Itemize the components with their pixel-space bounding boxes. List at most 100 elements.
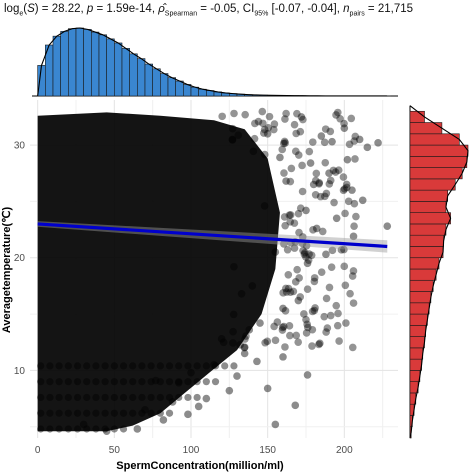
- scatter-point: [342, 319, 350, 327]
- right-histogram-bar: [409, 325, 426, 337]
- scatter-point: [287, 164, 296, 173]
- dense-point-cloud: [37, 112, 280, 433]
- scatter-point: [295, 228, 303, 237]
- scatter-point: [284, 270, 293, 279]
- scatter-point: [64, 425, 72, 433]
- scatter-point: [258, 107, 267, 116]
- top-histogram-bar: [183, 84, 192, 97]
- right-histogram-bar: [409, 257, 440, 270]
- scatter-point: [355, 135, 364, 144]
- scatter-point: [281, 307, 290, 315]
- scatter-point: [281, 115, 289, 123]
- scatter-point: [101, 409, 109, 417]
- top-histogram-bar: [91, 31, 100, 97]
- scatter-point: [46, 409, 54, 417]
- scatter-point: [340, 262, 349, 271]
- scatter-point: [240, 349, 249, 358]
- scatter-point: [119, 362, 128, 370]
- scatter-point: [294, 338, 302, 346]
- scatter-point: [187, 368, 195, 377]
- scatter-point: [350, 137, 359, 145]
- scatter-point: [325, 169, 333, 178]
- scatter-point: [83, 393, 91, 402]
- scatter-point: [336, 114, 344, 123]
- scatter-point: [292, 331, 301, 340]
- scatter-point: [156, 378, 164, 386]
- scatter-point: [64, 393, 72, 402]
- scatter-point: [225, 386, 234, 395]
- scatter-point: [92, 425, 100, 433]
- scatter-point: [302, 253, 310, 261]
- right-histogram-bar: [409, 234, 444, 247]
- scatter-point: [129, 362, 137, 370]
- scatter-point: [312, 169, 321, 178]
- scatter-point: [326, 127, 335, 136]
- scatter-point: [218, 112, 226, 121]
- scatter-point: [285, 211, 294, 219]
- scatter-point: [307, 251, 316, 260]
- scatter-point: [245, 326, 254, 334]
- scatter-point: [349, 299, 358, 307]
- scatter-point: [286, 288, 295, 297]
- scatter-point: [291, 147, 300, 156]
- scatter-point: [92, 378, 100, 386]
- scatter-point: [296, 204, 305, 213]
- y-tick-label: 30: [14, 141, 26, 152]
- scatter-point: [270, 322, 278, 331]
- scatter-point: [294, 151, 303, 159]
- p-value: 1.59e-14: [106, 3, 152, 15]
- scatter-point: [119, 409, 128, 417]
- scatter-point: [202, 378, 210, 386]
- scatter-point: [317, 268, 326, 276]
- scatter-point: [260, 150, 269, 159]
- regression-line: [37, 222, 388, 249]
- scatter-point: [280, 213, 289, 221]
- scatter-point: [348, 272, 357, 280]
- scatter-point: [230, 262, 238, 271]
- scatter-point: [322, 328, 330, 336]
- scatter-point: [219, 338, 228, 347]
- scatter-point: [110, 393, 118, 402]
- scatter-point: [293, 265, 301, 274]
- rho-value: -0.05: [210, 3, 237, 15]
- scatter-point: [261, 338, 269, 347]
- scatter-point: [383, 222, 392, 230]
- scatter-point: [55, 425, 63, 433]
- scatter-point: [286, 211, 295, 219]
- scatter-point: [92, 393, 100, 402]
- scatter-point: [326, 311, 335, 320]
- scatter-point: [341, 281, 350, 290]
- scatter-point: [260, 202, 269, 210]
- scatter-point: [229, 327, 237, 336]
- scatter-point: [294, 209, 303, 218]
- scatter-point: [55, 409, 63, 417]
- scatter-point: [339, 186, 348, 195]
- right-histogram-bar: [409, 167, 463, 180]
- top-histogram-bar: [175, 80, 184, 97]
- scatter-point: [193, 362, 201, 370]
- scatter-point: [315, 178, 324, 187]
- scatter-point: [340, 124, 349, 132]
- scatter-point: [310, 277, 319, 286]
- statistics-subtitle: loge(S) = 28.22, p = 1.59e-14, ρ̂Spearma…: [4, 3, 414, 18]
- scatter-point: [286, 218, 295, 226]
- scatter-point: [310, 306, 319, 315]
- scatter-point: [350, 222, 358, 230]
- scatter-point: [92, 409, 100, 417]
- scatter-point: [352, 212, 360, 221]
- scatter-point: [298, 187, 307, 196]
- scatter-point: [329, 166, 338, 175]
- scatter-point: [341, 209, 349, 218]
- regression-line-group: [37, 221, 388, 253]
- scatter-point: [290, 244, 299, 252]
- right-histogram-bar: [409, 201, 447, 213]
- scatter-point: [119, 393, 128, 402]
- scatter-point: [351, 132, 360, 141]
- scatter-point: [165, 409, 174, 417]
- scatter-point: [340, 245, 348, 254]
- scatter-point: [64, 362, 72, 370]
- scatter-point: [320, 312, 329, 321]
- scatter-point: [253, 357, 261, 366]
- scatter-point: [270, 120, 279, 128]
- scatter-point: [273, 318, 282, 326]
